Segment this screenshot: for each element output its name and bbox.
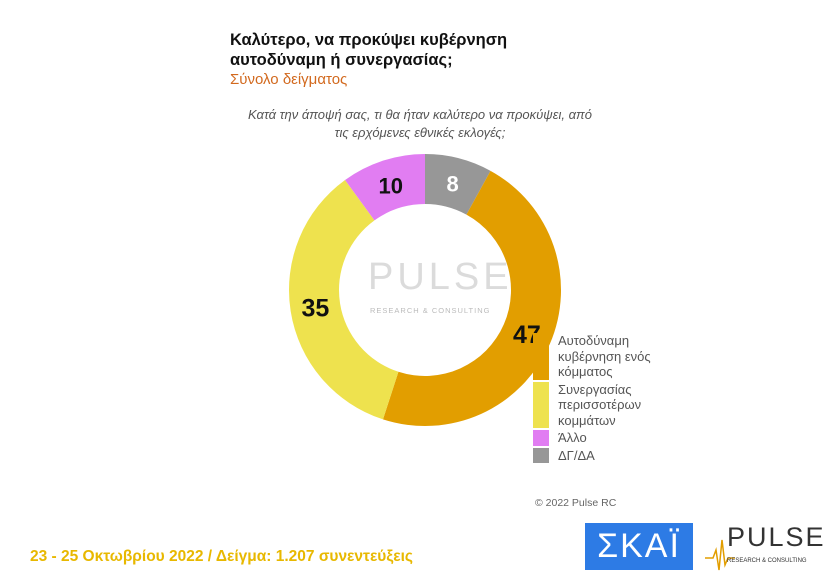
legend-swatch — [533, 381, 549, 428]
title-line-2: αυτοδύναμη ή συνεργασίας; — [230, 51, 453, 69]
data-label: 35 — [301, 294, 329, 322]
title-line-1: Καλύτερο, να προκύψει κυβέρνηση — [230, 31, 508, 49]
donut-slice — [288, 179, 399, 420]
survey-question: Κατά την άποψή σας, τι θα ήταν καλύτερο … — [248, 107, 592, 140]
legend: Αυτοδύναμη κυβέρνηση ενός κόμματος Συνεργ… — [533, 333, 678, 465]
chart-title: Καλύτερο, να προκύψει κυβέρνηση αυτοδύνα… — [230, 30, 507, 70]
footer-fieldwork-info: 23 - 25 Οκτωβρίου 2022 / Δείγμα: 1.207 σ… — [30, 548, 413, 565]
donut-slice — [345, 154, 425, 221]
donut-slice — [425, 154, 491, 215]
copyright: © 2022 Pulse RC — [535, 497, 617, 509]
donut-slice — [382, 170, 562, 426]
pulse-logo: PULSE RESEARCH & CONSULTING — [705, 520, 830, 575]
skai-logo: ΣΚΑΪ — [585, 523, 693, 570]
pulse-logo-word: PULSE — [727, 522, 826, 552]
legend-item: Συνεργασίας περισσοτέρων κομμάτων — [533, 381, 678, 428]
chart-subtitle: Σύνολο δείγματος — [230, 71, 348, 88]
watermark-subtitle: RESEARCH & CONSULTING — [370, 306, 491, 315]
legend-item: ΔΓ/ΔΑ — [533, 447, 678, 463]
legend-swatch — [533, 333, 549, 380]
watermark-logo: PULSE — [368, 256, 513, 298]
legend-label: Συνεργασίας περισσοτέρων κομμάτων — [558, 381, 642, 428]
pulse-logo-sub: RESEARCH & CONSULTING — [727, 558, 807, 564]
pulse-heartbeat-icon — [705, 539, 735, 571]
legend-label: Άλλο — [558, 430, 587, 445]
legend-swatch — [533, 447, 549, 463]
data-label: 8 — [446, 171, 458, 196]
legend-item: Αυτοδύναμη κυβέρνηση ενός κόμματος — [533, 333, 678, 380]
data-label: 10 — [378, 173, 402, 198]
legend-item: Άλλο — [533, 430, 678, 446]
legend-label: Αυτοδύναμη κυβέρνηση ενός κόμματος — [558, 333, 651, 379]
legend-label: ΔΓ/ΔΑ — [558, 447, 595, 463]
legend-swatch — [533, 430, 549, 446]
